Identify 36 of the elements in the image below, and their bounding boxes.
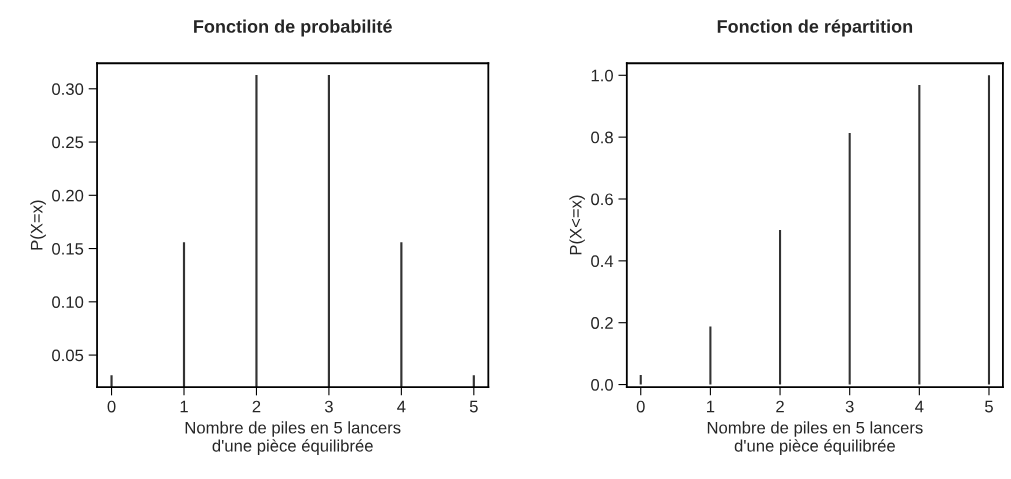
y-tick-label: 0.2	[591, 317, 613, 329]
bar	[779, 229, 782, 385]
y-tick-label: 0.6	[591, 193, 613, 206]
y-axis-title: P(X<=x)	[569, 195, 585, 255]
chart-title: Fonction de répartition	[717, 19, 913, 37]
y-tick-label: 1.0	[591, 69, 613, 82]
y-tick-label: 0.05	[52, 349, 84, 362]
bar	[918, 84, 921, 385]
y-tick-label: 0.8	[591, 131, 613, 144]
x-tick-label: 1	[180, 400, 188, 413]
y-tick-label: 0.15	[52, 242, 84, 255]
x-tick-label: 5	[985, 400, 993, 413]
y-tick-label: 0.20	[52, 189, 84, 202]
x-tick-label: 3	[845, 400, 854, 413]
y-tick-label: 0.4	[591, 255, 614, 268]
y-axis-title: P(X=x)	[30, 200, 46, 250]
bar	[639, 374, 642, 385]
chart-title: Fonction de probabilité	[194, 19, 392, 37]
x-axis-title: Nombre de piles en 5 lancers d'une pièce équilibrée	[185, 421, 401, 456]
y-tick-label: 0.10	[52, 296, 84, 309]
x-tick-label: 4	[915, 400, 924, 413]
x-tick-label: 0	[107, 400, 116, 413]
x-tick-label: 0	[636, 400, 645, 413]
bar	[709, 326, 712, 385]
x-tick-label: 2	[776, 400, 784, 413]
x-tick-label: 4	[397, 400, 406, 413]
x-axis-title: Nombre de piles en 5 lancers d'une pièce équilibrée	[707, 421, 923, 456]
y-tick-label: 0.0	[591, 378, 613, 391]
x-tick-label: 3	[324, 400, 333, 413]
bar	[987, 75, 991, 385]
x-tick-label: 1	[707, 400, 715, 413]
x-tick-label: 2	[252, 400, 261, 413]
x-tick-label: 5	[469, 400, 478, 413]
y-tick-label: 0.25	[52, 136, 84, 149]
bar	[848, 133, 851, 385]
y-tick-label: 0.30	[52, 83, 84, 95]
